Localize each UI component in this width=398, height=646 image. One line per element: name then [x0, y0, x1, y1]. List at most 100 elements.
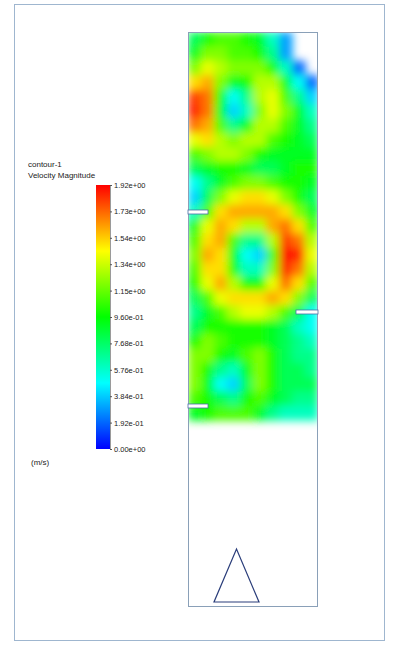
cell [253, 90, 267, 105]
cell [253, 334, 267, 349]
cell [214, 334, 228, 349]
cell [266, 176, 280, 191]
cell [227, 348, 241, 363]
cell [240, 391, 254, 406]
cell [201, 262, 215, 277]
cell [253, 348, 267, 363]
cell [266, 161, 280, 176]
cell [214, 104, 228, 119]
cell [279, 190, 293, 205]
cell [253, 391, 267, 406]
cell [266, 406, 280, 421]
cell [227, 391, 241, 406]
cell [253, 305, 267, 320]
tick-mark [110, 396, 112, 397]
cell [201, 363, 215, 378]
cell [292, 363, 306, 378]
cell [279, 276, 293, 291]
cell [292, 75, 306, 90]
tick-mark [110, 317, 112, 318]
cell [266, 391, 280, 406]
cell [240, 219, 254, 234]
cell [214, 32, 228, 47]
baffle [296, 310, 318, 314]
cell [214, 161, 228, 176]
tick-mark [110, 264, 112, 265]
cell [266, 305, 280, 320]
cell [188, 133, 202, 148]
cell [266, 219, 280, 234]
cell [305, 348, 318, 363]
cell [214, 190, 228, 205]
cell [188, 291, 202, 306]
cell [305, 219, 318, 234]
cell [279, 320, 293, 335]
cell [214, 291, 228, 306]
tick: 1.92e-01 [110, 419, 144, 428]
cell [305, 75, 318, 90]
cell [214, 320, 228, 335]
colorbar-axis: 0.00e+001.92e-013.84e-015.76e-017.68e-01… [110, 181, 146, 454]
cell [227, 276, 241, 291]
tick-mark [110, 185, 112, 186]
field-cells [188, 32, 318, 421]
triangle-body [214, 549, 259, 602]
cell [292, 161, 306, 176]
cell [240, 75, 254, 90]
cell [305, 391, 318, 406]
cell [227, 161, 241, 176]
cell [214, 377, 228, 392]
cell [292, 276, 306, 291]
cell [240, 334, 254, 349]
cell [279, 104, 293, 119]
cell [253, 320, 267, 335]
cell [201, 61, 215, 76]
cell [279, 305, 293, 320]
cell [292, 219, 306, 234]
cell [305, 320, 318, 335]
cell [188, 305, 202, 320]
tick: 1.73e+00 [110, 207, 146, 216]
cell [279, 90, 293, 105]
tick-mark [110, 238, 112, 239]
cell [266, 320, 280, 335]
cell [279, 377, 293, 392]
cell [305, 262, 318, 277]
cell [214, 90, 228, 105]
cell [279, 118, 293, 133]
cell [266, 262, 280, 277]
cell [266, 334, 280, 349]
cell [214, 219, 228, 234]
cell [240, 377, 254, 392]
cell [292, 118, 306, 133]
cell [188, 75, 202, 90]
colorbar-axis-line [111, 186, 113, 450]
cell [227, 320, 241, 335]
cell [253, 190, 267, 205]
title: contour-1 [28, 160, 62, 169]
cell [305, 205, 318, 220]
cell [227, 90, 241, 105]
colorbar-label: Velocity Magnitude [28, 171, 96, 180]
cell [227, 205, 241, 220]
tick-label: 3.84e-01 [114, 392, 144, 401]
cell [227, 219, 241, 234]
cell [201, 161, 215, 176]
cell [240, 320, 254, 335]
cell [188, 219, 202, 234]
cell [214, 147, 228, 162]
cell [227, 248, 241, 263]
cell [240, 176, 254, 191]
cell [266, 104, 280, 119]
cell [279, 406, 293, 421]
tick-mark [110, 423, 112, 424]
cell [188, 334, 202, 349]
cell [305, 233, 318, 248]
cell [292, 291, 306, 306]
cell [214, 363, 228, 378]
cell [227, 104, 241, 119]
cell [305, 248, 318, 263]
cell [266, 248, 280, 263]
cell [292, 233, 306, 248]
cell [214, 205, 228, 220]
